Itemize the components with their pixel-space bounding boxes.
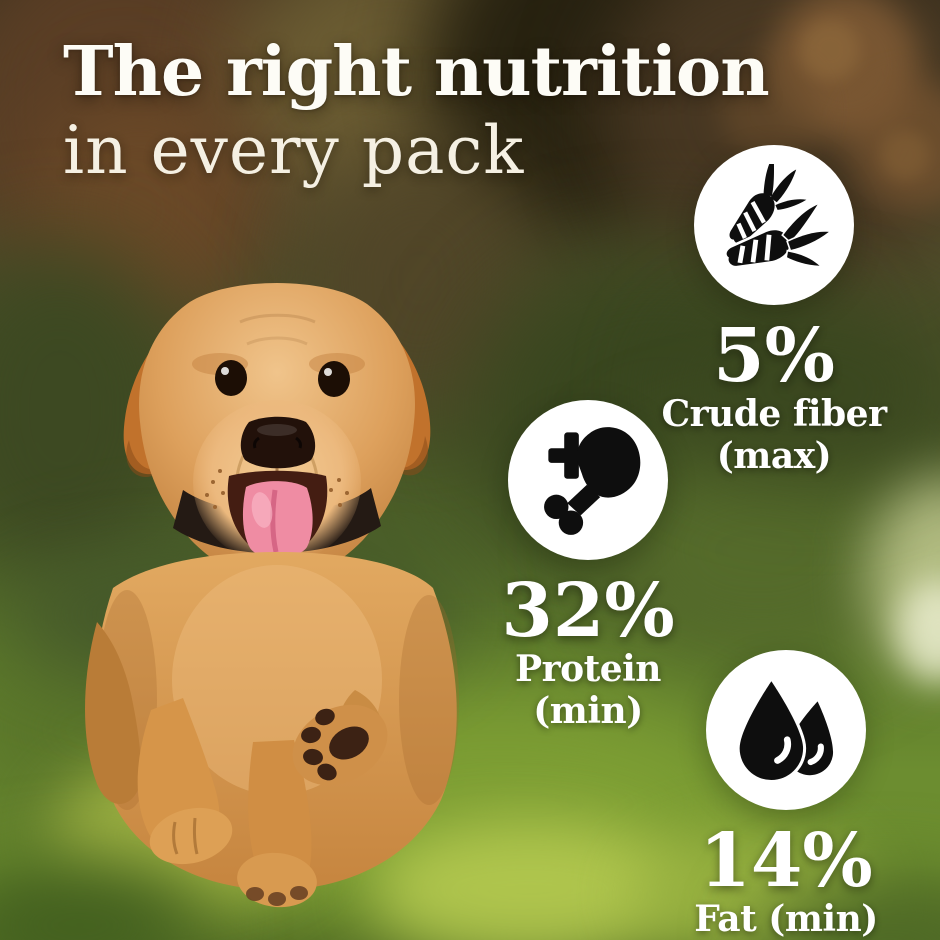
stat-badge (706, 650, 866, 810)
puppy-whiskers (205, 469, 349, 509)
bokeh-blob (880, 130, 930, 180)
stat-value: 5% (713, 313, 835, 399)
grass-shadow (660, 300, 940, 480)
puppy-legs (137, 690, 388, 908)
puppy-eyes (215, 360, 350, 397)
water-drops-icon (736, 675, 833, 784)
running-puppy-photo (85, 283, 459, 908)
puppy-mouth (227, 470, 328, 558)
poster-subtitle: in every pack (63, 112, 525, 190)
bokeh-blob (800, 20, 860, 80)
carrots-icon (723, 164, 833, 269)
stat-value: 32% (501, 568, 675, 654)
drumstick-plus-icon (544, 427, 641, 535)
stat-protein: 32% Protein (min) (468, 400, 708, 733)
stat-fat: 14% Fat (min) (666, 650, 906, 940)
stat-badge (694, 145, 854, 305)
puppy-paw-pads (301, 708, 369, 781)
stat-value: 14% (699, 818, 873, 904)
bokeh-blob (720, 60, 820, 160)
puppy-nose (240, 416, 316, 482)
stat-badge (508, 400, 668, 560)
stat-label-line: (min) (533, 690, 643, 733)
stat-label-line: Fat (min) (694, 898, 878, 940)
puppy-tongue (242, 481, 313, 558)
stat-crude-fiber: 5% Crude fiber (max) (654, 145, 894, 478)
headline: The right nutrition in every pack (63, 32, 770, 190)
stat-label-line: (max) (716, 435, 832, 478)
puppy-front-paw (149, 807, 233, 865)
stat-label-line: Protein (515, 648, 661, 690)
stat-label-line: Crude fiber (661, 393, 887, 435)
poster-title: The right nutrition (63, 32, 770, 112)
